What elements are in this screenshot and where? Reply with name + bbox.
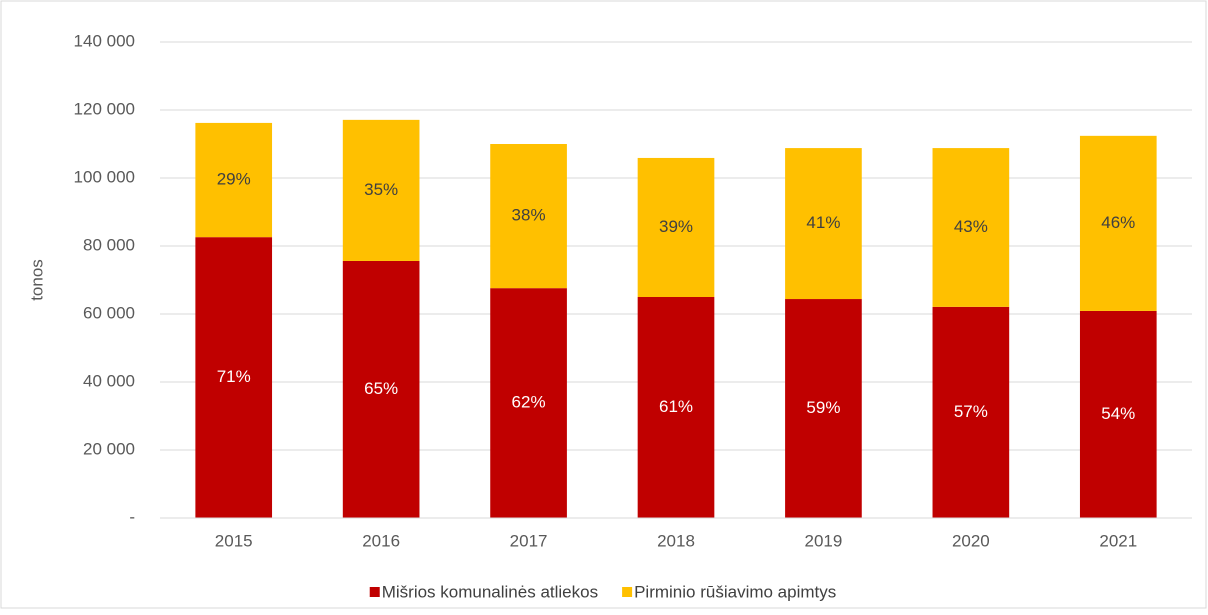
legend-label: Pirminio rūšiavimo apimtys [634, 582, 836, 601]
bar-segment [785, 299, 862, 518]
y-tick-label: 80 000 [83, 235, 135, 254]
bar-segment [637, 297, 715, 518]
data-label: 59% [806, 398, 840, 417]
x-tick-label: 2017 [510, 531, 548, 550]
x-tick-label: 2018 [657, 531, 695, 550]
bar-segment [637, 157, 715, 297]
data-label: 46% [1101, 213, 1135, 232]
y-tick-label: 20 000 [83, 439, 135, 458]
data-label: 35% [364, 180, 398, 199]
data-label: 29% [217, 170, 251, 189]
data-label: 62% [512, 393, 546, 412]
bar-segment [1079, 310, 1157, 518]
data-label: 57% [954, 402, 988, 421]
bar-segment [195, 237, 273, 518]
bar-segment [785, 148, 862, 300]
legend-label: Mišrios komunalinės atliekos [382, 582, 598, 601]
x-tick-label: 2016 [362, 531, 400, 550]
legend-swatch [369, 587, 380, 597]
y-tick-label: 60 000 [83, 303, 135, 322]
bar-segment [490, 144, 567, 289]
x-tick-label: 2020 [952, 531, 990, 550]
data-label: 39% [659, 217, 693, 236]
data-label: 38% [512, 206, 546, 225]
data-label: 65% [364, 379, 398, 398]
y-axis-label: tonos [27, 259, 46, 301]
data-label: 54% [1101, 404, 1135, 423]
legend-swatch [622, 587, 633, 597]
data-label: 43% [954, 217, 988, 236]
y-tick-label: 140 000 [74, 31, 135, 50]
data-label: 41% [806, 213, 840, 232]
x-tick-label: 2015 [215, 531, 253, 550]
y-tick-label: 120 000 [74, 99, 135, 118]
bar-segment [932, 148, 1010, 307]
bar-segment [342, 260, 420, 518]
y-tick-label: 100 000 [74, 167, 135, 186]
data-label: 71% [217, 367, 251, 386]
bar-segment [490, 288, 567, 518]
y-tick-label: - [129, 507, 135, 526]
bar-segment [1079, 135, 1157, 311]
bar-segment [195, 122, 273, 238]
y-tick-label: 40 000 [83, 371, 135, 390]
bar-segment [342, 119, 420, 261]
x-tick-label: 2019 [805, 531, 843, 550]
x-tick-label: 2021 [1099, 531, 1137, 550]
bar-segment [932, 306, 1010, 518]
data-label: 61% [659, 397, 693, 416]
